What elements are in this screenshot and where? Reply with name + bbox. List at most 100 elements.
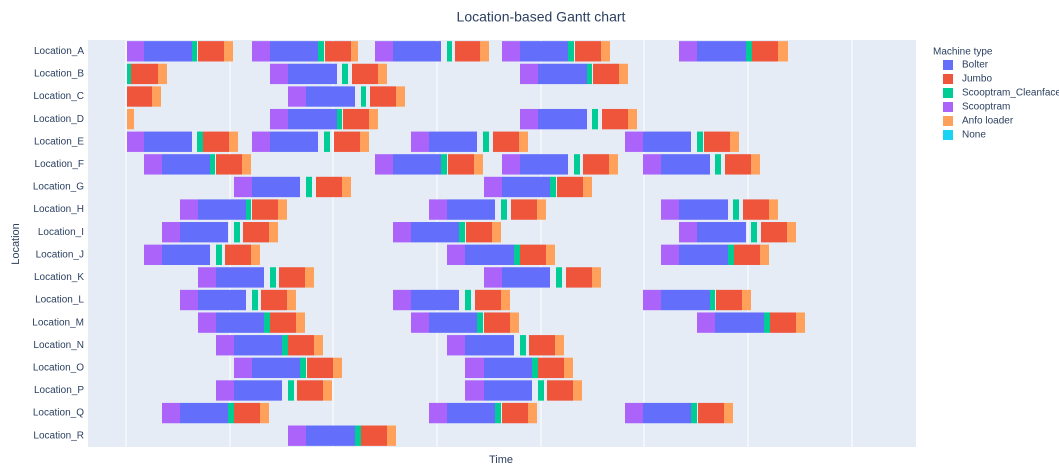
- task-bar: [555, 335, 564, 356]
- task-bar: [269, 222, 278, 243]
- task-bar: [742, 289, 751, 311]
- task-bar: [180, 199, 198, 220]
- task-bar: [242, 154, 251, 175]
- task-bar: [192, 41, 197, 62]
- task-bar: [387, 425, 396, 446]
- task-bar: [661, 289, 710, 311]
- task-bar: [546, 244, 555, 265]
- task-bar: [228, 402, 234, 424]
- task-bar: [547, 380, 573, 401]
- task-bar: [447, 335, 465, 356]
- task-bar: [679, 222, 697, 243]
- task-bar: [743, 199, 769, 220]
- task-bar: [306, 176, 312, 198]
- task-bar: [520, 63, 538, 85]
- task-bar: [625, 131, 643, 152]
- task-bar: [261, 289, 287, 311]
- task-bar: [216, 154, 242, 175]
- task-bar: [441, 154, 447, 175]
- y-tick-label: Location_P: [34, 385, 84, 396]
- task-bar: [528, 402, 537, 424]
- task-bar: [661, 199, 679, 220]
- task-bar: [601, 41, 610, 62]
- task-bar: [730, 131, 739, 152]
- legend-label: Anfo loader: [962, 116, 1014, 127]
- task-bar: [252, 289, 258, 311]
- task-bar: [343, 108, 369, 130]
- task-bar: [459, 222, 465, 243]
- task-bar: [483, 131, 489, 152]
- task-bar: [484, 357, 532, 379]
- task-bar: [144, 131, 192, 152]
- task-bar: [216, 335, 234, 356]
- task-bar: [574, 154, 580, 175]
- task-bar: [270, 41, 318, 62]
- y-tick-label: Location_I: [38, 227, 84, 238]
- task-bar: [324, 131, 330, 152]
- x-axis-title: Time: [489, 454, 513, 465]
- task-bar: [493, 131, 519, 152]
- task-bar: [697, 312, 715, 333]
- task-bar: [162, 222, 180, 243]
- task-bar: [519, 131, 528, 152]
- task-bar: [216, 244, 222, 265]
- task-bar: [352, 63, 378, 85]
- task-bar: [351, 41, 358, 62]
- task-bar: [715, 312, 764, 333]
- task-bar: [602, 108, 628, 130]
- task-bar: [361, 425, 387, 446]
- task-bar: [520, 244, 546, 265]
- task-bar: [573, 380, 582, 401]
- task-bar: [568, 41, 574, 62]
- task-bar: [520, 154, 568, 175]
- y-tick-label: Location_O: [33, 363, 84, 374]
- task-bar: [715, 154, 721, 175]
- task-bar: [393, 154, 441, 175]
- task-bar: [492, 222, 501, 243]
- task-bar: [318, 41, 324, 62]
- task-bar: [270, 131, 318, 152]
- task-bar: [152, 86, 161, 107]
- legend-label: Scooptram_Cleanface: [962, 88, 1059, 99]
- task-bar: [316, 176, 342, 198]
- task-bar: [679, 244, 728, 265]
- task-bar: [144, 244, 162, 265]
- legend-swatch: [943, 74, 953, 84]
- task-bar: [210, 154, 215, 175]
- task-bar: [495, 402, 501, 424]
- task-bar: [628, 108, 637, 130]
- task-bar: [270, 267, 276, 288]
- task-bar: [761, 222, 787, 243]
- legend-swatch: [943, 88, 953, 98]
- task-bar: [288, 380, 294, 401]
- y-axis-title: Location: [10, 223, 22, 265]
- task-bar: [234, 176, 252, 198]
- y-tick-label: Location_G: [33, 182, 84, 193]
- task-bar: [643, 402, 691, 424]
- task-bar: [127, 86, 152, 107]
- task-bar: [466, 222, 492, 243]
- task-bar: [764, 312, 770, 333]
- task-bar: [225, 244, 251, 265]
- y-tick-label: Location_B: [34, 69, 84, 80]
- task-bar: [532, 357, 538, 379]
- task-bar: [162, 154, 210, 175]
- task-bar: [369, 108, 378, 130]
- task-bar: [465, 289, 471, 311]
- task-bar: [566, 267, 592, 288]
- task-bar: [252, 131, 270, 152]
- task-bar: [661, 154, 710, 175]
- task-bar: [643, 289, 661, 311]
- y-tick-label: Location_J: [36, 249, 84, 260]
- task-bar: [342, 176, 351, 198]
- task-bar: [333, 357, 342, 379]
- task-bar: [288, 335, 314, 356]
- task-bar: [538, 63, 587, 85]
- task-bar: [260, 402, 269, 424]
- task-bar: [710, 289, 715, 311]
- task-bar: [162, 244, 210, 265]
- task-bar: [448, 154, 474, 175]
- task-bar: [252, 41, 270, 62]
- legend-swatch: [943, 116, 953, 126]
- task-bar: [429, 402, 447, 424]
